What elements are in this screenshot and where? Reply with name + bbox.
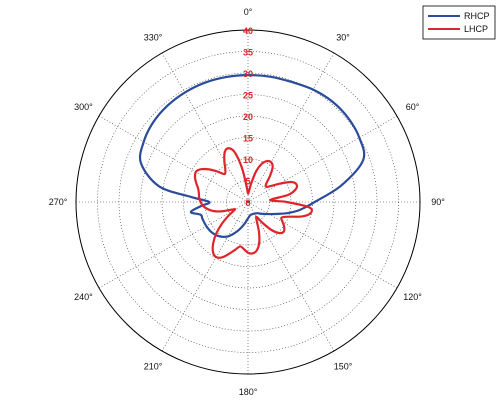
angle-tick-label: 120°	[403, 292, 422, 302]
grid-circle	[161, 115, 335, 289]
radial-tick-label: 40	[243, 26, 253, 36]
grid-spoke	[247, 115, 398, 203]
series-line-lhcp	[193, 147, 314, 259]
angle-tick-label: 270°	[49, 197, 68, 207]
angle-tick-label: 240°	[74, 292, 93, 302]
angle-tick-labels: 0° 30° 60° 90° 120° 150° 180° 210° 240° 270° 300° 3…	[49, 7, 446, 397]
radial-tick-label: 20	[243, 112, 253, 122]
radial-tick-label: 0	[245, 198, 250, 208]
grid-circle	[183, 137, 313, 267]
angle-tick-label: 0°	[244, 7, 253, 17]
angle-tick-label: 330°	[144, 32, 163, 42]
polar-grid	[75, 29, 421, 375]
outer-circle	[75, 29, 421, 375]
legend-box	[422, 5, 496, 40]
grid-spoke	[247, 201, 335, 352]
radial-tick-label: 15	[243, 134, 253, 144]
angle-tick-label: 30°	[336, 32, 350, 42]
angle-tick-label: 90°	[431, 197, 445, 207]
legend-label-lhcp: LHCP	[464, 24, 488, 34]
legend-label-rhcp: RHCP	[464, 11, 490, 21]
radial-tick-label: 5	[245, 177, 250, 187]
grid-circle	[140, 94, 356, 310]
angle-tick-label: 150°	[334, 362, 353, 372]
angle-tick-label: 180°	[239, 387, 258, 397]
angle-tick-label: 210°	[144, 362, 163, 372]
radial-tick-labels: 0 5 10 15 20 25 30 35 40	[243, 26, 253, 208]
angle-tick-label: 60°	[406, 102, 420, 112]
radial-tick-label: 30	[243, 69, 253, 79]
radial-tick-label: 10	[243, 155, 253, 165]
data-series	[138, 74, 366, 259]
legend: RHCP LHCP	[422, 5, 496, 40]
radial-tick-label: 35	[243, 48, 253, 58]
radial-tick-label: 25	[243, 91, 253, 101]
series-line-rhcp	[138, 74, 366, 238]
grid-spoke	[98, 201, 249, 289]
angle-tick-label: 300°	[74, 102, 93, 112]
grid-spoke	[98, 115, 249, 203]
